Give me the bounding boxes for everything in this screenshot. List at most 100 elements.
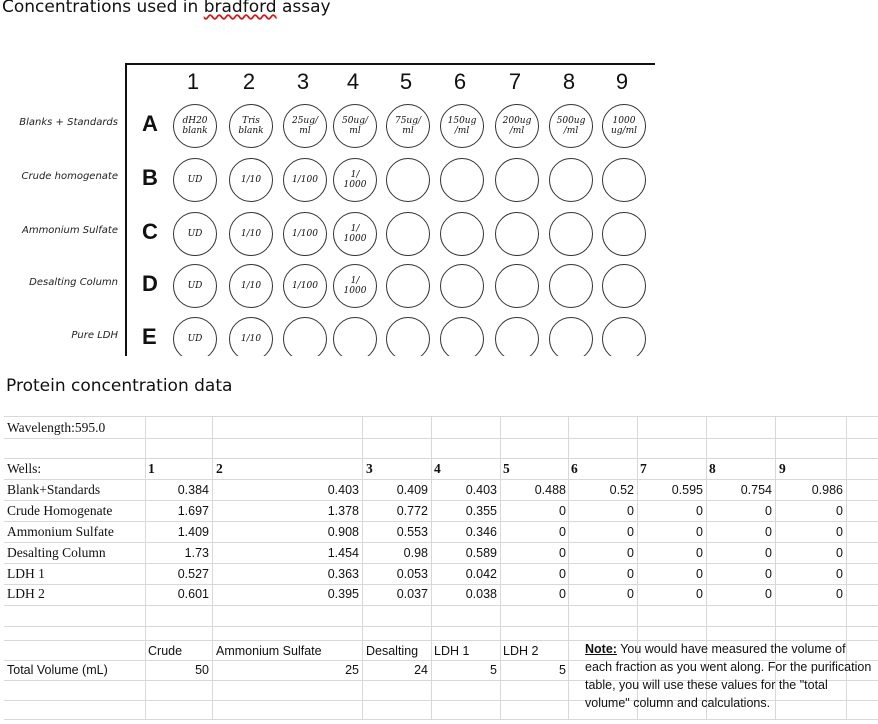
wavelength-label: Wavelength:595.0	[7, 420, 106, 435]
plate-row-letter-c: C	[142, 219, 158, 244]
plate-well-c4: 1/ 1000	[333, 212, 377, 256]
plate-well-e4	[333, 317, 377, 356]
plate-well-c3: 1/100	[283, 212, 327, 256]
plate-title: Concentrations used in bradford assay	[2, 0, 331, 17]
absorbance-cell: 0	[836, 587, 843, 601]
well-number-1: 1	[148, 461, 155, 476]
plate-well-c9	[602, 212, 646, 256]
absorbance-cell: 0	[559, 587, 566, 601]
volume-header: Crude	[148, 644, 183, 658]
well-number-7: 7	[640, 461, 647, 476]
plate-well-a2: Tris blank	[229, 104, 273, 148]
data-row-label: LDH 2	[7, 586, 45, 601]
plate-well-a5: 75ug/ ml	[386, 104, 430, 148]
grid-row-line	[4, 416, 878, 417]
plate-well-b9	[602, 158, 646, 202]
volume-header: LDH 1	[434, 644, 470, 658]
absorbance-cell: 0.488	[534, 483, 566, 497]
well-number-5: 5	[503, 461, 510, 476]
absorbance-cell: 1.73	[184, 546, 209, 560]
data-row-label: LDH 1	[7, 566, 45, 581]
total-volume-value: 5	[559, 663, 566, 677]
grid-row-line	[4, 626, 878, 627]
grid-column-line	[362, 416, 363, 719]
total-volume-value: 24	[414, 663, 428, 677]
absorbance-cell: 0.527	[177, 567, 209, 581]
total-volume-label: Total Volume (mL)	[7, 663, 108, 677]
plate-row-label-e: Pure LDH	[71, 330, 118, 341]
absorbance-cell: 0	[559, 546, 566, 560]
volume-header: Ammonium Sulfate	[216, 644, 322, 658]
plate-row-label-c: Ammonium Sulfate	[21, 225, 118, 236]
plate-well-d5	[386, 264, 430, 308]
data-row-label: Crude Homogenate	[7, 503, 113, 518]
plate-row-label-d: Desalting Column	[29, 277, 118, 288]
plate-well-d2: 1/10	[229, 264, 273, 308]
plate-well-b1: UD	[173, 158, 217, 202]
absorbance-cell: 0.409	[396, 483, 428, 497]
plate-well-b3: 1/100	[283, 158, 327, 202]
plate-well-e9	[602, 317, 646, 356]
plate-well-d3: 1/100	[283, 264, 327, 308]
well-number-3: 3	[366, 461, 373, 476]
plate-well-b2: 1/10	[229, 158, 273, 202]
data-row-label: Ammonium Sulfate	[7, 524, 114, 539]
absorbance-cell: 1.697	[177, 504, 209, 518]
absorbance-cell: 0.986	[811, 483, 843, 497]
absorbance-cell: 0	[559, 504, 566, 518]
plate-well-c8	[549, 212, 593, 256]
plate-well-c5	[386, 212, 430, 256]
grid-row-line	[4, 542, 878, 543]
plate-well-a8: 500ug /ml	[549, 104, 593, 148]
data-row-label: Desalting Column	[7, 545, 106, 560]
spreadsheet: Wavelength:595.0 Wells: 1 2 3 4 5 6 7 8 9 Blank+Sta…	[0, 416, 878, 720]
grid-row-line	[4, 605, 878, 606]
absorbance-cell: 0.553	[396, 525, 428, 539]
absorbance-cell: 0	[765, 546, 772, 560]
grid-row-line	[4, 521, 878, 522]
grid-row-line	[4, 563, 878, 564]
volume-header: Desalting	[366, 644, 419, 658]
absorbance-cell: 0	[836, 525, 843, 539]
plate-well-a4: 50ug/ ml	[333, 104, 377, 148]
total-volume-value: 5	[490, 663, 497, 677]
plate-frame: dH20 blank Tris blank 25ug/ ml 50ug/ ml 75ug…	[125, 63, 655, 356]
plate-row-label-b: Crude homogenate	[21, 171, 118, 182]
grid-row-line	[4, 700, 878, 701]
grid-column-line	[568, 416, 569, 719]
plate-well-a1: dH20 blank	[173, 104, 217, 148]
plate-row-label-a: Blanks + Standards	[19, 117, 118, 128]
plate-row-letter-d: D	[142, 271, 158, 296]
absorbance-cell: 0	[627, 567, 634, 581]
absorbance-cell: 0.384	[177, 483, 209, 497]
plate-well-c1: UD	[173, 212, 217, 256]
well-number-4: 4	[434, 461, 441, 476]
total-volume-value: 50	[195, 663, 209, 677]
well-number-9: 9	[779, 461, 786, 476]
absorbance-cell: 0	[627, 587, 634, 601]
absorbance-cell: 0	[696, 525, 703, 539]
plate-well-e7	[495, 317, 539, 356]
grid-row-line	[4, 680, 878, 681]
grid-row-line	[4, 719, 878, 720]
absorbance-cell: 0.754	[740, 483, 772, 497]
plate-well-e1: UD	[173, 317, 217, 356]
grid-row-line	[4, 660, 878, 661]
data-row-label: Blank+Standards	[7, 482, 101, 497]
data-title: Protein concentration data	[6, 376, 233, 396]
plate-row-letter-a: A	[142, 111, 158, 136]
plate-well-e8	[549, 317, 593, 356]
plate-column-2: 2	[242, 69, 256, 94]
absorbance-cell: 0.042	[465, 567, 497, 581]
absorbance-cell: 0	[765, 587, 772, 601]
absorbance-cell: 0.595	[671, 483, 703, 497]
grid-row-line	[4, 584, 878, 585]
plate-well-b6	[440, 158, 484, 202]
plate-column-7: 7	[508, 69, 522, 94]
absorbance-cell: 0.98	[403, 546, 428, 560]
absorbance-cell: 0	[765, 504, 772, 518]
plate-column-5: 5	[399, 69, 413, 94]
plate-column-1: 1	[186, 69, 200, 94]
absorbance-cell: 0.346	[465, 525, 497, 539]
absorbance-cell: 0.772	[396, 504, 428, 518]
